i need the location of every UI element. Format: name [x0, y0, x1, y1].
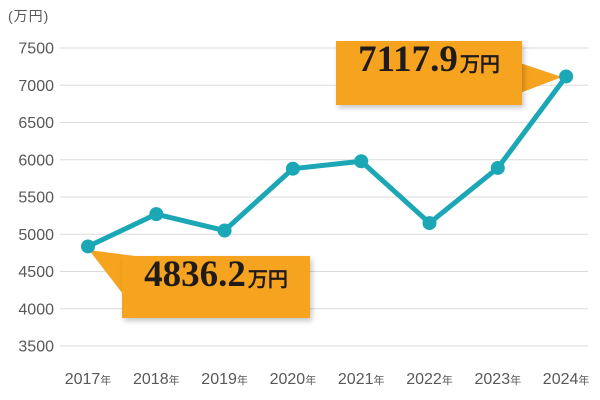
trend-line — [85, 73, 569, 249]
x-tick-label: 2017年 — [65, 371, 112, 388]
y-tick-label: 6000 — [18, 152, 54, 169]
y-tick-label: 6500 — [18, 115, 54, 132]
x-tick-label: 2021年 — [338, 371, 385, 388]
x-tick-label: 2022年 — [406, 371, 453, 388]
y-tick-label: 7500 — [18, 41, 54, 58]
callout-2024-value: 7117.9 万円 — [336, 41, 522, 105]
data-point-2019 — [217, 223, 232, 238]
y-tick-label: 4000 — [18, 301, 54, 318]
x-tick-label: 2019年 — [201, 371, 248, 388]
y-axis-unit-label: (万円) — [8, 8, 50, 24]
data-point-2024 — [559, 69, 574, 84]
y-tick-label: 5000 — [18, 227, 54, 244]
x-tick-label: 2018年 — [133, 371, 180, 388]
callout-pointer-2024 — [520, 63, 562, 93]
y-tick-label: 4500 — [18, 264, 54, 281]
callout-2024-number: 7117.9 — [358, 39, 458, 80]
data-point-2018 — [149, 207, 164, 222]
callout-2017-unit: 万円 — [247, 269, 288, 291]
x-tick-label: 2024年 — [543, 371, 590, 388]
data-point-2021 — [354, 154, 369, 169]
y-tick-label: 3500 — [18, 339, 54, 356]
callout-2017-value: 4836.2 万円 — [122, 256, 310, 318]
callout-2017-number: 4836.2 — [144, 254, 246, 295]
y-tick-label: 5500 — [18, 190, 54, 207]
data-point-2023 — [490, 160, 505, 175]
x-tick-label: 2020年 — [270, 371, 317, 388]
data-point-2017 — [81, 239, 95, 254]
y-tick-label: 7000 — [18, 78, 54, 95]
data-point-2020 — [285, 161, 300, 176]
callout-2024-unit: 万円 — [459, 54, 500, 76]
x-tick-label: 2023年 — [475, 371, 522, 388]
data-point-2022 — [422, 216, 437, 231]
